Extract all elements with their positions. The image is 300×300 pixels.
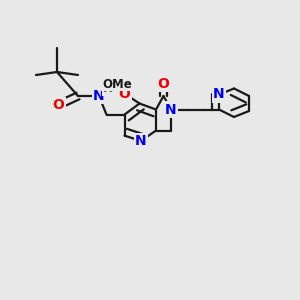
Text: OMe: OMe xyxy=(102,77,132,91)
Text: N: N xyxy=(213,88,225,101)
Text: O: O xyxy=(52,98,64,112)
Text: O: O xyxy=(118,87,130,100)
Text: N: N xyxy=(135,134,147,148)
Text: N: N xyxy=(165,103,177,116)
Text: N: N xyxy=(93,89,105,103)
Text: O: O xyxy=(158,77,169,91)
Text: H: H xyxy=(103,82,112,95)
